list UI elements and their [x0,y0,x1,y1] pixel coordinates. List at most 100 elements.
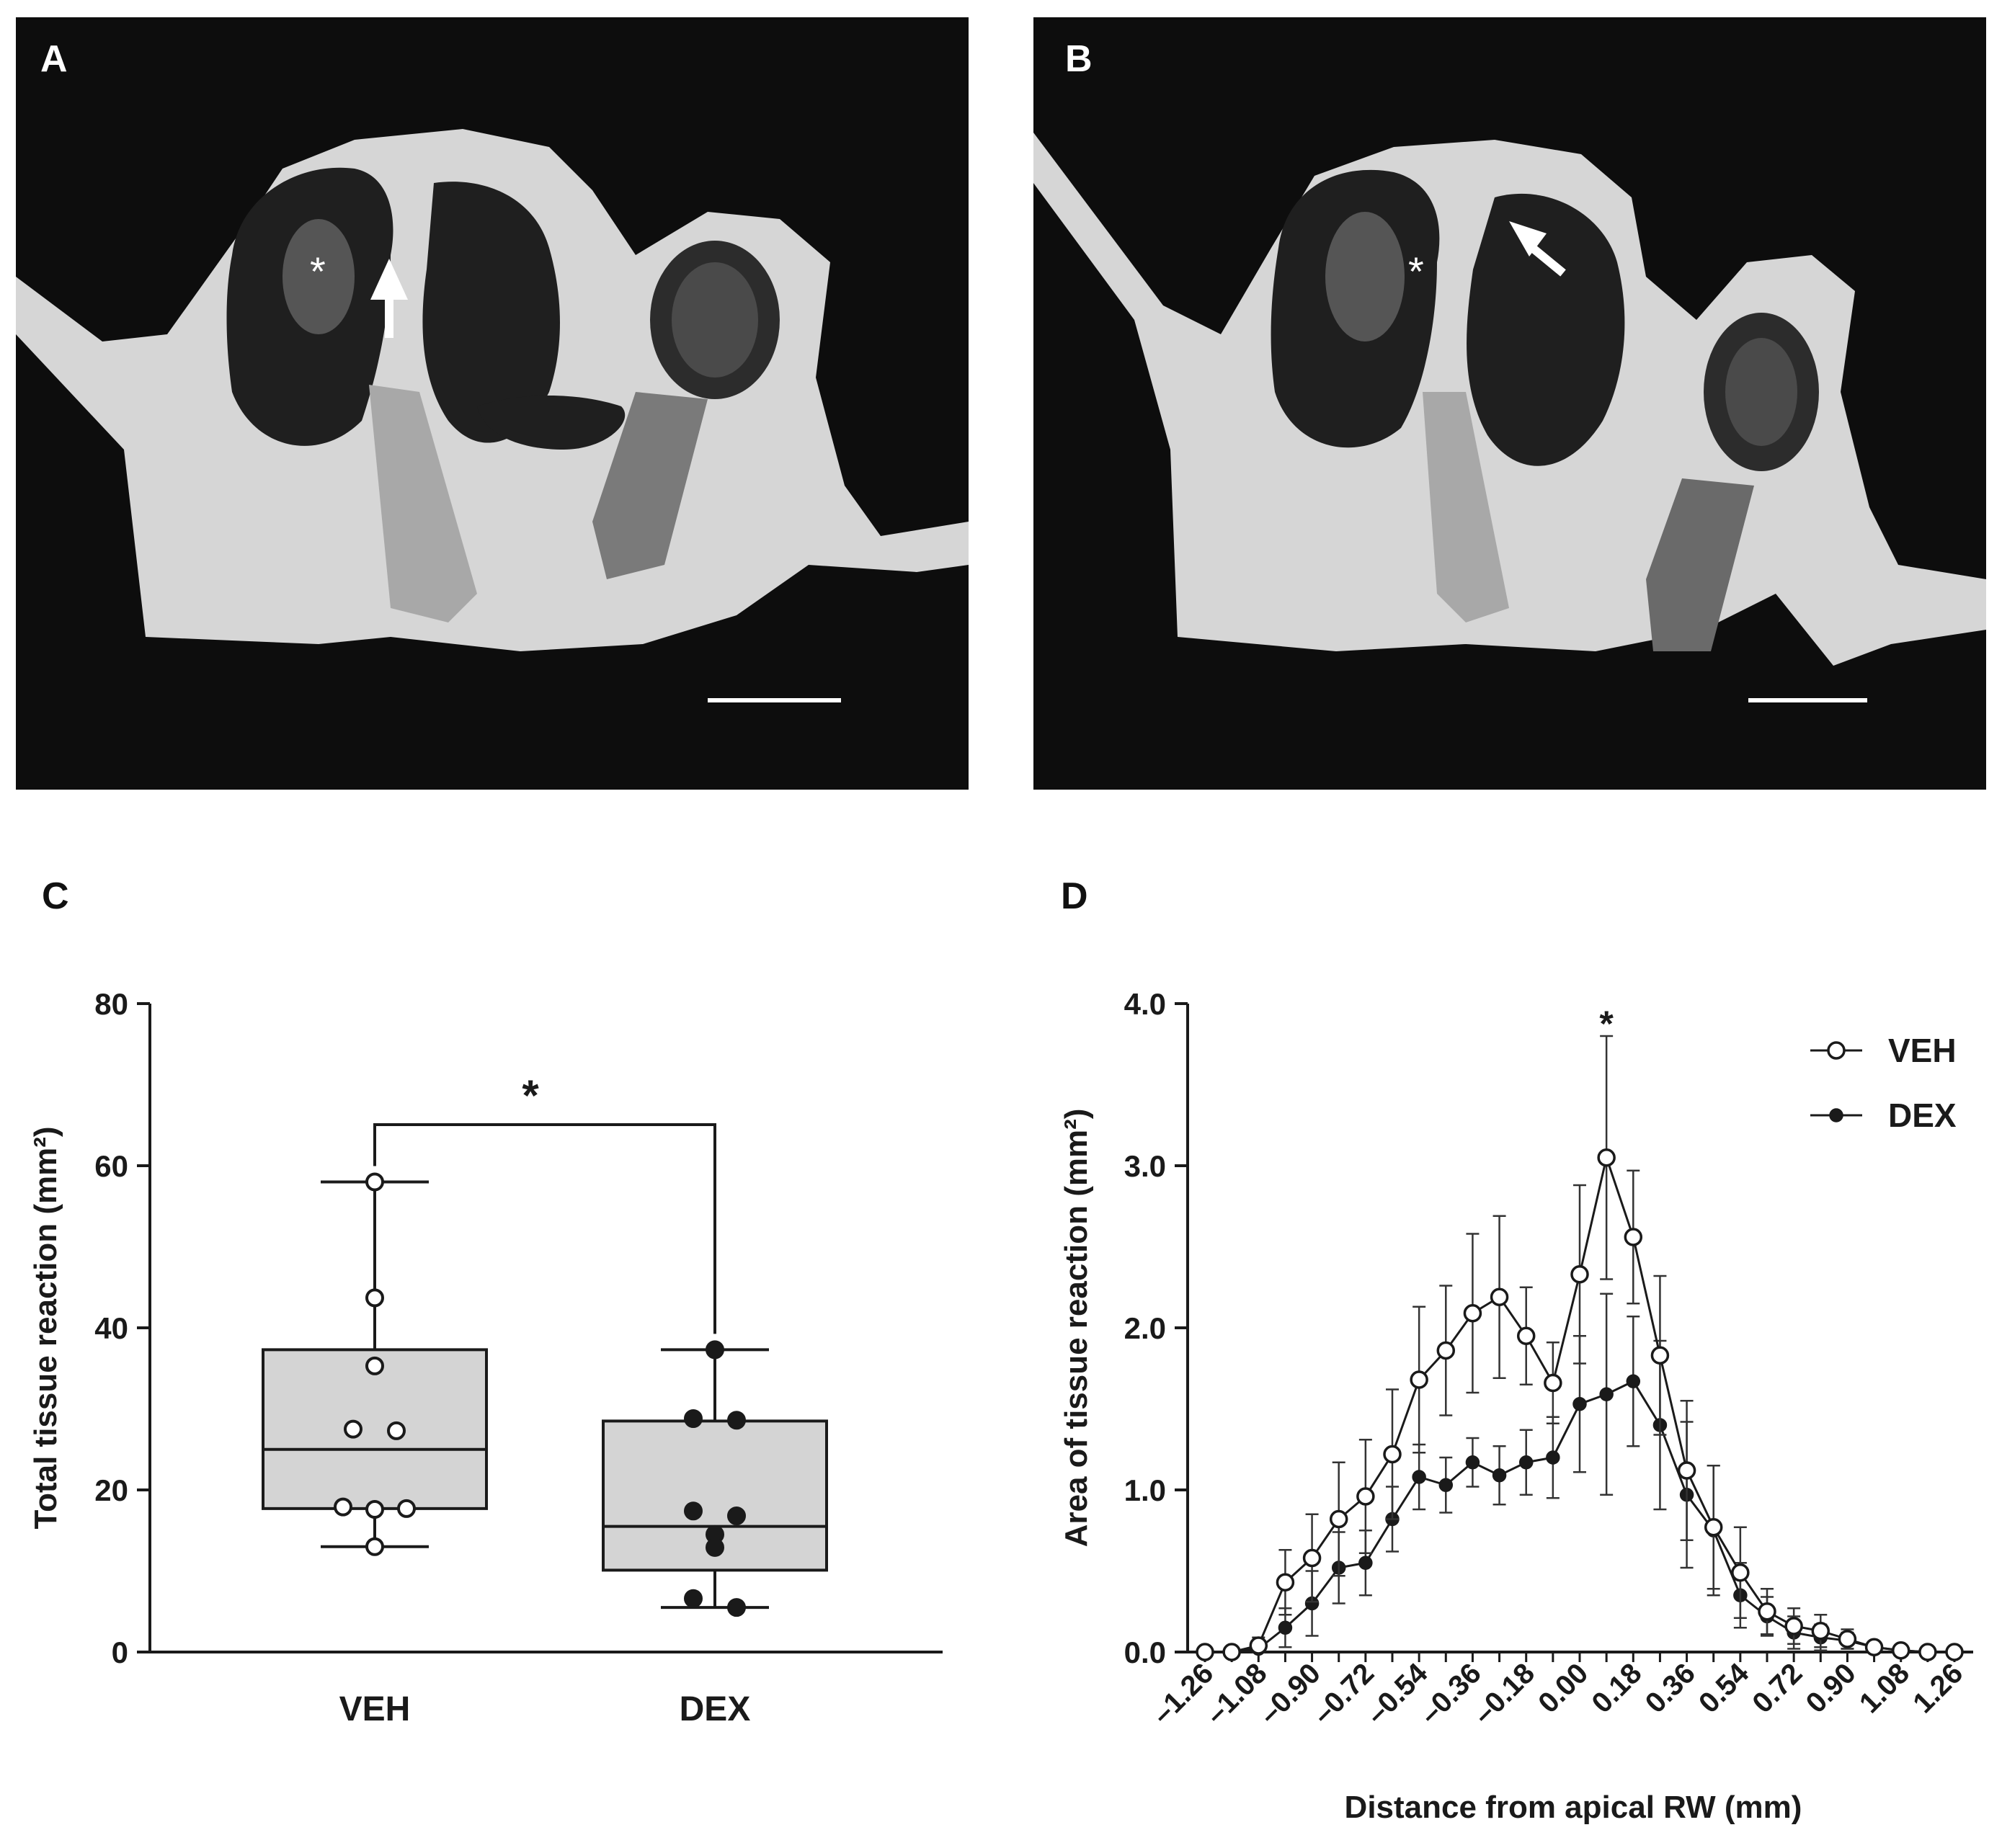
data-point [1438,1478,1454,1492]
panel-label-a: A [40,38,68,80]
panel-label-c: C [42,875,69,917]
x-tick-label: 0.18 [1585,1657,1647,1719]
data-point [1811,1622,1830,1641]
data-point [1624,1228,1643,1246]
x-tick-label: 0.90 [1800,1657,1862,1719]
x-tick-label: –0.54 [1361,1657,1434,1731]
data-point [1463,1304,1482,1323]
x-category-label: VEH [339,1690,411,1728]
x-tick-label: –1.08 [1200,1657,1273,1731]
data-point [1222,1643,1241,1661]
data-point [365,1500,384,1519]
data-point [397,1499,416,1518]
data-point [1597,1148,1616,1167]
data-point [1891,1641,1910,1660]
y-tick-label: 3.0 [1124,1149,1166,1183]
data-point [1302,1548,1322,1568]
y-tick-label: 80 [94,987,128,1021]
data-point [1436,1341,1456,1360]
x-tick-label: 0.54 [1693,1657,1756,1720]
data-point [365,1356,384,1375]
significance-star: * [1599,1004,1614,1044]
data-point [684,1409,703,1428]
data-point [1490,1287,1509,1306]
x-axis-label: Distance from apical RW (mm) [1345,1790,1802,1825]
data-point [1626,1374,1641,1388]
cavity-marker: * [310,249,326,294]
data-point [1249,1636,1268,1655]
micro-ct-image-a: * [16,17,969,790]
data-point [365,1537,384,1556]
y-tick-label: 0.0 [1124,1635,1166,1669]
data-point [1410,1370,1428,1389]
data-point [1516,1326,1536,1345]
y-axis-label: Total tissue reaction (mm²) [28,1126,63,1529]
data-point [334,1497,352,1517]
data-point [1278,1620,1293,1635]
arrow-icon [370,259,408,338]
data-point [727,1411,746,1430]
data-point [365,1288,384,1308]
legend-label: DEX [1888,1097,1957,1134]
data-point [1570,1265,1589,1284]
box-dex [602,1340,828,1617]
y-tick-label: 4.0 [1124,987,1166,1021]
y-tick-label: 1.0 [1124,1473,1166,1507]
data-point [727,1598,746,1617]
y-tick-label: 0 [112,1635,128,1669]
significance-bracket [373,1123,716,1334]
x-tick-label: –0.72 [1307,1657,1380,1731]
x-tick-label: 0.36 [1640,1657,1701,1719]
scale-bar [708,698,841,702]
arrow-icon [1509,221,1566,277]
scale-bar [1748,698,1867,702]
data-point [1518,1455,1534,1470]
y-tick-label: 2.0 [1124,1311,1166,1345]
cavity-marker: * [1408,249,1424,294]
data-point [684,1501,703,1521]
data-point [1918,1643,1937,1661]
legend-marker [1829,1108,1843,1122]
data-point [387,1421,406,1440]
data-point [1758,1602,1776,1621]
data-point [706,1340,724,1360]
panel-label-b: B [1065,38,1093,80]
data-point [1599,1387,1614,1401]
legend-label: VEH [1888,1032,1957,1069]
data-point [1731,1563,1750,1582]
data-point [1864,1638,1884,1656]
x-tick-label: –0.36 [1414,1657,1487,1731]
panel-label-d: D [1061,875,1088,917]
micro-ct-image-a-drawing [16,17,969,790]
data-point [1572,1397,1587,1411]
data-point [1412,1470,1426,1484]
data-point [1383,1445,1402,1464]
data-point [1704,1518,1723,1537]
data-point [1650,1346,1670,1365]
data-point [1544,1373,1562,1393]
x-tick-label: 1.08 [1854,1657,1916,1719]
box-veh [262,1172,488,1556]
data-point [1546,1450,1560,1465]
data-point [1465,1455,1480,1470]
y-tick-label: 20 [94,1473,128,1507]
x-tick-label: –0.18 [1467,1657,1541,1731]
y-tick-label: 60 [94,1149,128,1183]
y-axis-label: Area of tissue reaction (mm²) [1059,1109,1094,1548]
legend-marker [1827,1041,1846,1060]
data-point [1276,1573,1295,1592]
data-point [1329,1509,1348,1529]
box-body [262,1348,488,1510]
series-veh [1196,1035,1964,1661]
micro-ct-image-b-drawing [1033,17,1986,790]
data-point [1356,1487,1375,1506]
data-point [1196,1643,1214,1661]
data-point [1945,1643,1964,1661]
x-tick-label: 1.26 [1907,1657,1969,1719]
data-point [706,1537,724,1557]
data-point [1838,1630,1857,1648]
significance-star: * [522,1071,539,1120]
data-point [684,1589,703,1608]
data-point [727,1506,746,1525]
